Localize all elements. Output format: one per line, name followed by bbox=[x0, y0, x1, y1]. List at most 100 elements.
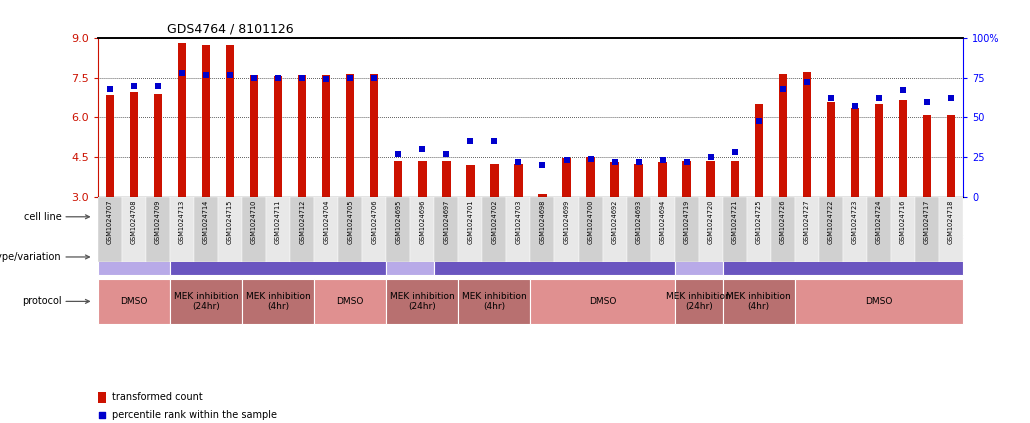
Point bbox=[823, 95, 839, 102]
Text: genotype/variation: genotype/variation bbox=[0, 252, 62, 262]
Point bbox=[94, 412, 110, 418]
Bar bbox=[363, 197, 386, 262]
Bar bbox=[170, 239, 386, 275]
Text: GSM1024700: GSM1024700 bbox=[587, 200, 593, 244]
Bar bbox=[723, 197, 747, 262]
Text: GSM1024695: GSM1024695 bbox=[396, 200, 402, 244]
Bar bbox=[867, 197, 891, 262]
Point bbox=[702, 154, 719, 160]
Point bbox=[847, 103, 863, 110]
Point bbox=[366, 74, 382, 81]
Point bbox=[294, 74, 310, 81]
Text: GSM1024708: GSM1024708 bbox=[131, 200, 137, 244]
Text: GSM1024726: GSM1024726 bbox=[780, 200, 786, 244]
Bar bbox=[242, 197, 266, 262]
Bar bbox=[467, 165, 475, 197]
Bar bbox=[442, 161, 450, 197]
Point bbox=[149, 82, 166, 89]
Text: GSM1024714: GSM1024714 bbox=[203, 200, 209, 244]
Point bbox=[751, 117, 767, 124]
Text: MDA231: MDA231 bbox=[509, 212, 552, 222]
Bar bbox=[435, 197, 458, 262]
Point bbox=[942, 95, 959, 102]
Bar bbox=[698, 197, 723, 262]
Bar bbox=[899, 100, 907, 197]
Text: GSM1024692: GSM1024692 bbox=[612, 200, 618, 244]
Text: MEK inhibition
(24hr): MEK inhibition (24hr) bbox=[390, 292, 454, 311]
Text: si DUSP4: si DUSP4 bbox=[112, 252, 156, 262]
Point bbox=[582, 155, 598, 162]
Point bbox=[798, 79, 815, 86]
Bar bbox=[242, 279, 314, 324]
Text: GDS4764 / 8101126: GDS4764 / 8101126 bbox=[167, 22, 294, 36]
Point bbox=[510, 159, 526, 165]
Text: GSM1024717: GSM1024717 bbox=[924, 200, 930, 244]
Text: si CONTROL: si CONTROL bbox=[814, 252, 872, 262]
Bar bbox=[458, 197, 482, 262]
Bar bbox=[755, 104, 763, 197]
Bar bbox=[530, 279, 675, 324]
Text: GSM1024702: GSM1024702 bbox=[491, 200, 497, 244]
Bar bbox=[947, 115, 955, 197]
Bar bbox=[626, 197, 651, 262]
Bar bbox=[723, 279, 795, 324]
Point bbox=[679, 159, 695, 165]
Bar bbox=[386, 279, 458, 324]
Bar bbox=[634, 164, 643, 197]
Bar bbox=[874, 104, 883, 197]
Text: MEK inhibition
(24hr): MEK inhibition (24hr) bbox=[174, 292, 238, 311]
Text: SUM159PT: SUM159PT bbox=[214, 212, 270, 222]
Text: DMSO: DMSO bbox=[337, 297, 364, 306]
Bar bbox=[322, 75, 331, 197]
Text: GSM1024719: GSM1024719 bbox=[684, 200, 690, 244]
Point bbox=[174, 70, 191, 77]
Point bbox=[919, 98, 935, 105]
Text: GSM1024722: GSM1024722 bbox=[828, 200, 834, 244]
Text: GSM1024727: GSM1024727 bbox=[803, 200, 810, 244]
Bar bbox=[730, 161, 739, 197]
Bar bbox=[250, 75, 259, 197]
Bar bbox=[386, 239, 435, 275]
Bar bbox=[170, 197, 194, 262]
Point bbox=[462, 138, 479, 145]
Bar bbox=[98, 197, 122, 262]
Point bbox=[270, 74, 286, 81]
Text: GSM1024715: GSM1024715 bbox=[227, 200, 233, 244]
Bar bbox=[795, 279, 963, 324]
Bar bbox=[314, 197, 338, 262]
Text: GSM1024724: GSM1024724 bbox=[876, 200, 882, 244]
Bar bbox=[218, 197, 242, 262]
Point bbox=[654, 157, 671, 164]
Text: GSM1024696: GSM1024696 bbox=[419, 200, 425, 244]
Bar bbox=[683, 161, 691, 197]
Text: MEK inhibition
(24hr): MEK inhibition (24hr) bbox=[666, 292, 731, 311]
Point bbox=[558, 157, 575, 164]
Text: GSM1024697: GSM1024697 bbox=[443, 200, 449, 244]
Bar bbox=[851, 108, 859, 197]
Bar bbox=[106, 95, 114, 197]
Text: GSM1024698: GSM1024698 bbox=[540, 200, 546, 244]
Point bbox=[126, 82, 142, 89]
Point bbox=[342, 74, 358, 81]
Bar bbox=[723, 239, 963, 275]
Bar bbox=[418, 161, 426, 197]
Bar bbox=[923, 115, 931, 197]
Bar bbox=[194, 197, 218, 262]
Bar bbox=[915, 197, 939, 262]
Text: GSM1024713: GSM1024713 bbox=[179, 200, 185, 244]
Bar bbox=[802, 72, 811, 197]
Point bbox=[414, 146, 431, 153]
Bar bbox=[891, 197, 915, 262]
Bar bbox=[170, 279, 242, 324]
Text: GSM1024720: GSM1024720 bbox=[708, 200, 714, 244]
Text: GSM1024694: GSM1024694 bbox=[659, 200, 665, 244]
Bar bbox=[770, 197, 795, 262]
Text: si CONTROL: si CONTROL bbox=[249, 252, 307, 262]
Bar bbox=[707, 161, 715, 197]
Text: GSM1024707: GSM1024707 bbox=[107, 200, 113, 244]
Bar bbox=[98, 239, 170, 275]
Bar bbox=[554, 197, 579, 262]
Text: GSM1024711: GSM1024711 bbox=[275, 200, 281, 244]
Bar bbox=[819, 197, 843, 262]
Bar bbox=[386, 198, 675, 235]
